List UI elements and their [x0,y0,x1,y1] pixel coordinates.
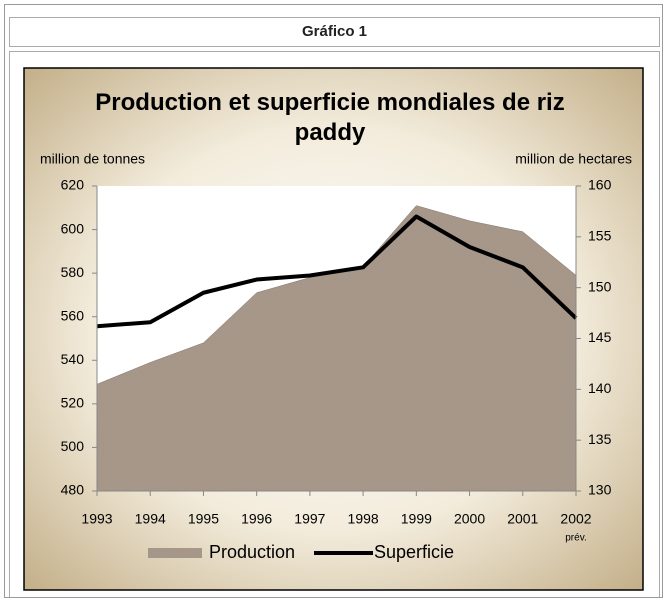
y2-tick-label: 150 [588,278,612,294]
chart-cell [9,51,660,597]
x-tick-label: 2001 [507,511,538,527]
y-tick-label: 540 [61,351,85,367]
y-tick-label: 600 [61,220,85,236]
y2-tick-label: 135 [588,431,612,447]
superficie-line [96,214,578,329]
x-tick-label: 1994 [135,511,166,527]
x-tick-label: 1993 [81,511,112,527]
y-tick-label: 620 [61,177,85,193]
y2-tick-label: 140 [588,380,612,396]
x-tick-label: 2000 [454,511,485,527]
y2-axis-label: million de hectares [515,151,632,167]
x-tick-label: 1995 [188,511,219,527]
y2-tick-label: 155 [588,228,612,244]
x-tick-label: 1996 [241,511,272,527]
x-tick-label: 1998 [348,511,379,527]
chart-title: Production et superficie mondiales de ri… [95,89,565,146]
y2-tick-label: 130 [588,482,612,498]
y-axis-label: million de tonnes [40,151,145,167]
x-tick-label: 2002 [560,511,591,527]
x-tick-label: 1997 [294,511,325,527]
legend-swatch [148,548,202,558]
header-title: Gráfico 1 [9,17,660,47]
y-tick-label: 500 [61,438,85,454]
y-tick-label: 480 [61,482,85,498]
y-tick-label: 580 [61,264,85,280]
outer-frame [4,4,663,598]
legend-label: Production [209,542,295,562]
y2-tick-label: 145 [588,329,612,345]
annotation: prév. [565,533,587,544]
y-tick-label: 520 [61,395,85,411]
y2-tick-label: 160 [588,177,612,193]
x-tick-label: 1999 [401,511,432,527]
y-tick-label: 560 [61,307,85,323]
legend-label: Superficie [374,542,454,562]
